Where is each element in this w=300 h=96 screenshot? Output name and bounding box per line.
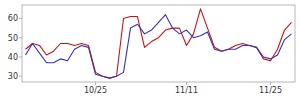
y-tick (19, 56, 22, 57)
x-tick (270, 82, 271, 85)
plot-area (26, 9, 292, 78)
plot-frame (22, 5, 295, 82)
x-tick-label: 11/25 (259, 86, 282, 95)
x-tick-label: 10/25 (84, 86, 107, 95)
chart: 30 40 50 60 10/25 11/11 11/25 (0, 0, 300, 96)
chart-container: 30 40 50 60 10/25 11/11 11/25 (0, 0, 300, 96)
y-tick-label: 60 (8, 14, 18, 23)
y-tick-label: 50 (8, 34, 18, 43)
y-tick-label: 40 (8, 53, 18, 62)
x-tick (95, 82, 96, 85)
y-tick-label: 30 (8, 72, 18, 81)
y-tick (19, 76, 22, 77)
y-tick (19, 37, 22, 38)
x-tick (186, 82, 187, 85)
line-series (26, 9, 292, 78)
line-series (26, 15, 292, 79)
y-tick (19, 18, 22, 19)
x-tick-label: 11/11 (175, 86, 198, 95)
